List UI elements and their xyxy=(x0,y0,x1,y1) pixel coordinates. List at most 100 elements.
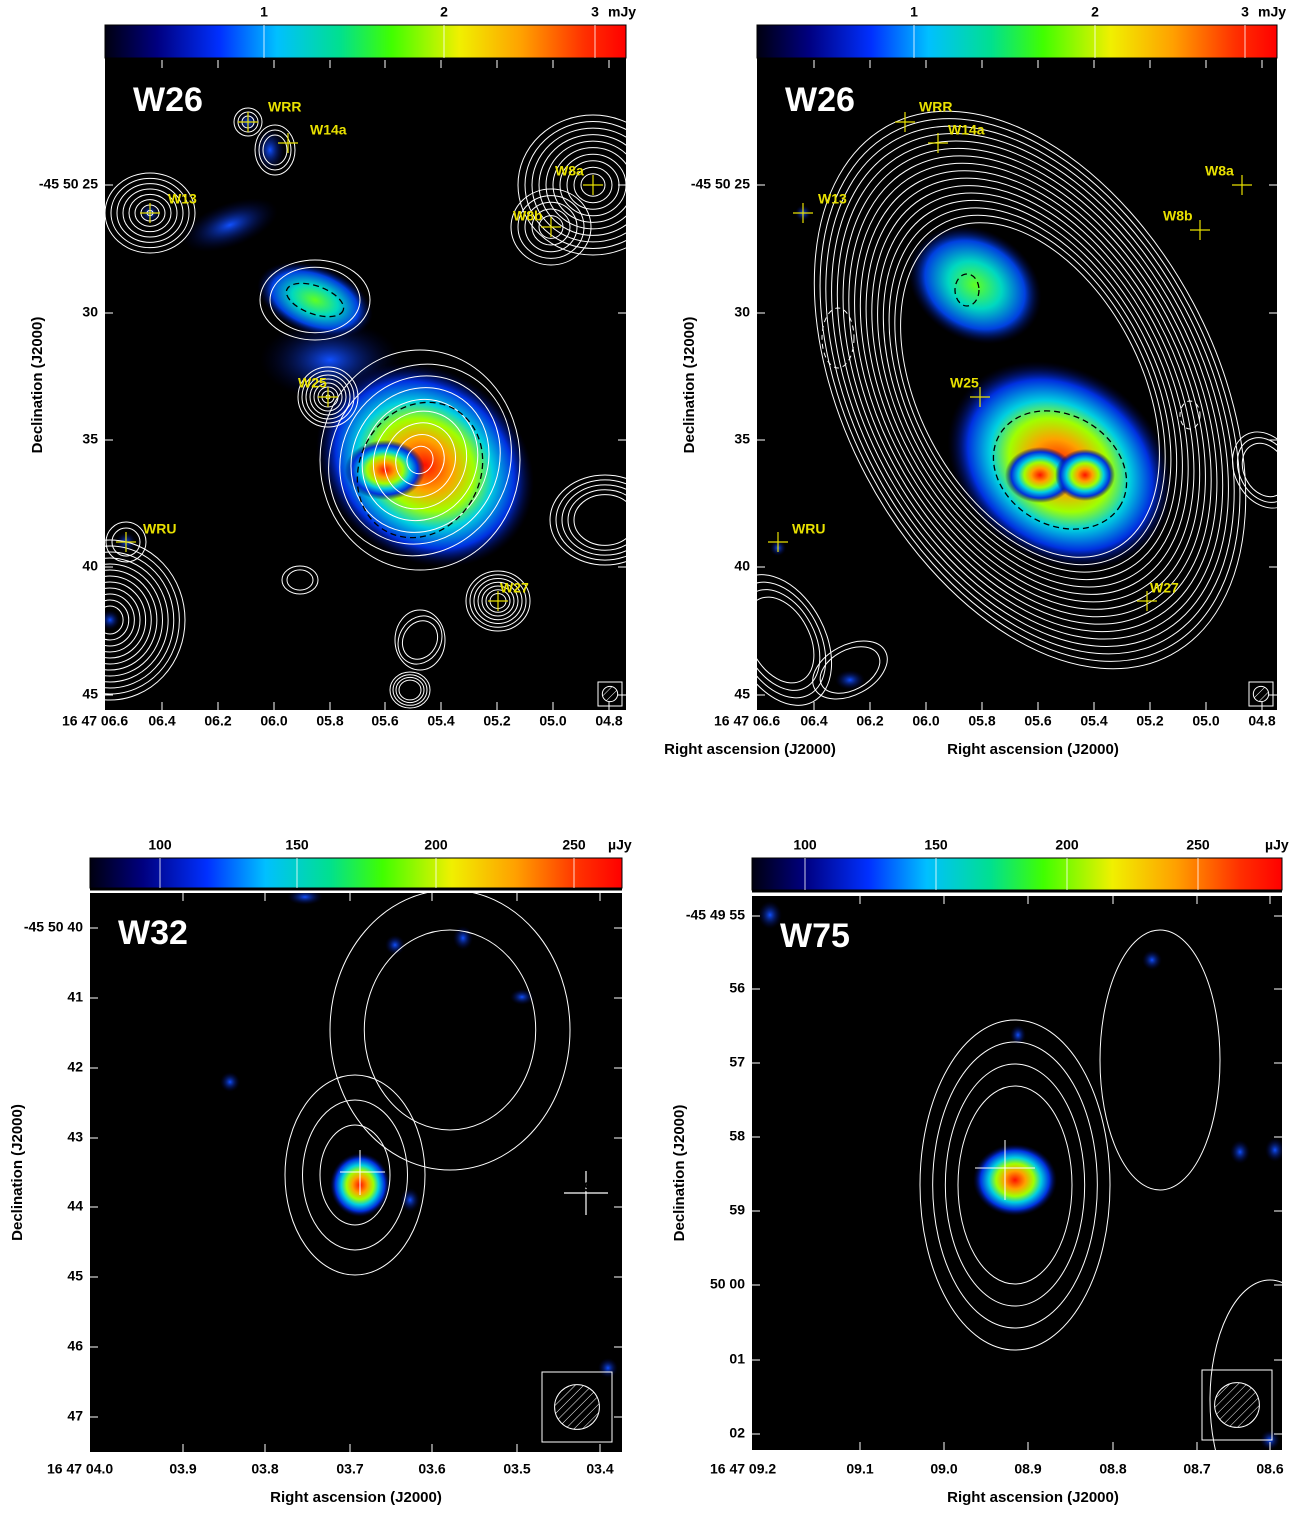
x-tick-label: 05.8 xyxy=(316,713,343,729)
panel: W26 1 2 3 mJy -45 50 25 30 35 40 45 16 47 06.6 06.4… xyxy=(681,4,1286,758)
contour xyxy=(1236,437,1277,503)
emission xyxy=(255,128,285,172)
contour xyxy=(757,581,827,699)
contour xyxy=(877,192,1183,588)
x-tick-label: 06.2 xyxy=(856,713,883,729)
negative-contour xyxy=(356,401,484,539)
y-tick-label: 01 xyxy=(729,1351,745,1367)
colorbar xyxy=(89,857,623,889)
contour xyxy=(848,155,1212,625)
colorbar-unit: mJy xyxy=(1258,4,1286,20)
source-marker xyxy=(116,532,136,552)
contour xyxy=(301,370,355,424)
x-tick-label: 03.6 xyxy=(418,1461,445,1477)
contour xyxy=(269,266,361,334)
contour xyxy=(473,578,523,624)
contour xyxy=(538,215,564,239)
contour xyxy=(105,593,135,647)
y-tick-label: 44 xyxy=(67,1198,83,1214)
source-marker xyxy=(895,112,915,132)
x-tick-label: 05.4 xyxy=(1080,713,1107,729)
colorbar-tick-label: 200 xyxy=(1055,837,1079,853)
y-tick-label: -45 50 40 xyxy=(24,919,83,935)
beam xyxy=(554,1384,600,1430)
colorbar-tick-label: 250 xyxy=(1186,837,1210,853)
contour xyxy=(110,177,190,249)
emission xyxy=(220,1072,240,1092)
x-tick-label: 06.2 xyxy=(204,713,231,729)
x-tick-label: 05.0 xyxy=(539,713,566,729)
colorbar-tick-label: 3 xyxy=(1241,4,1249,20)
beam xyxy=(1214,1382,1260,1428)
colorbar-tick-label: 3 xyxy=(591,4,599,20)
contour xyxy=(854,162,1206,618)
contour xyxy=(510,188,592,266)
source-marker xyxy=(564,1171,608,1215)
source-label: W14a xyxy=(948,122,985,138)
contour xyxy=(309,378,347,416)
colorbar-tick-label: 150 xyxy=(924,837,948,853)
y-axis-label: Declination (J2000) xyxy=(681,317,698,454)
contour xyxy=(389,671,431,709)
contour xyxy=(105,605,124,635)
image xyxy=(220,893,618,1443)
contour xyxy=(319,1124,391,1226)
x-tick-label: 08.8 xyxy=(1099,1461,1126,1477)
beam xyxy=(1252,685,1270,703)
contour xyxy=(932,1041,1098,1329)
x-tick-label: 04.8 xyxy=(595,713,622,729)
contour xyxy=(894,214,1166,566)
contour xyxy=(836,140,1224,640)
colorbar-tick-label: 150 xyxy=(285,837,309,853)
x-tick-label: 08.9 xyxy=(1014,1461,1041,1477)
source-marker xyxy=(793,203,813,223)
x-tick-label: 06.0 xyxy=(912,713,939,729)
contour xyxy=(481,585,515,617)
x-tick-label: 03.8 xyxy=(251,1461,278,1477)
contour xyxy=(313,382,343,412)
x-tick-label: 05.2 xyxy=(1136,713,1163,729)
x-tick-label: 16 47 06.6 xyxy=(62,713,128,729)
beam xyxy=(601,685,619,703)
contour xyxy=(842,147,1218,633)
contour xyxy=(871,185,1189,595)
y-tick-label: 47 xyxy=(67,1408,83,1424)
emission xyxy=(1005,447,1075,503)
y-tick-label: 45 xyxy=(82,686,98,702)
contour xyxy=(363,929,537,1131)
emission xyxy=(908,225,1042,345)
colorbar xyxy=(104,24,627,59)
contour xyxy=(549,474,626,566)
x-tick-label: 06.4 xyxy=(800,713,827,729)
source-label: W27 xyxy=(1150,580,1179,596)
contour xyxy=(254,124,296,176)
source-marker xyxy=(541,217,561,237)
contour xyxy=(328,363,512,557)
contour xyxy=(524,121,626,249)
contour xyxy=(465,570,531,632)
contour xyxy=(757,596,815,684)
colorbar-tick-label: 2 xyxy=(1091,4,1099,20)
beam-box xyxy=(1201,1369,1273,1441)
negative-contour xyxy=(954,273,980,307)
source-marker xyxy=(928,133,948,153)
emission xyxy=(287,893,323,905)
source-marker xyxy=(278,133,298,153)
colorbar-tick-label: 100 xyxy=(793,837,817,853)
emission xyxy=(1055,449,1115,501)
x-tick-label: 08.6 xyxy=(1256,1461,1283,1477)
contour xyxy=(116,183,184,243)
negative-contour xyxy=(821,307,855,369)
contour xyxy=(105,569,158,671)
x-tick-label: 04.8 xyxy=(1248,713,1275,729)
contour xyxy=(105,557,169,683)
contour xyxy=(559,153,626,217)
contour xyxy=(555,479,626,561)
source-label: W8b xyxy=(513,208,543,224)
contour xyxy=(105,545,180,695)
source-marker xyxy=(140,203,160,223)
source-label: W8b xyxy=(1163,208,1193,224)
y-tick-label: 50 00 xyxy=(710,1276,745,1292)
contour xyxy=(882,199,1178,581)
contour xyxy=(105,581,147,659)
